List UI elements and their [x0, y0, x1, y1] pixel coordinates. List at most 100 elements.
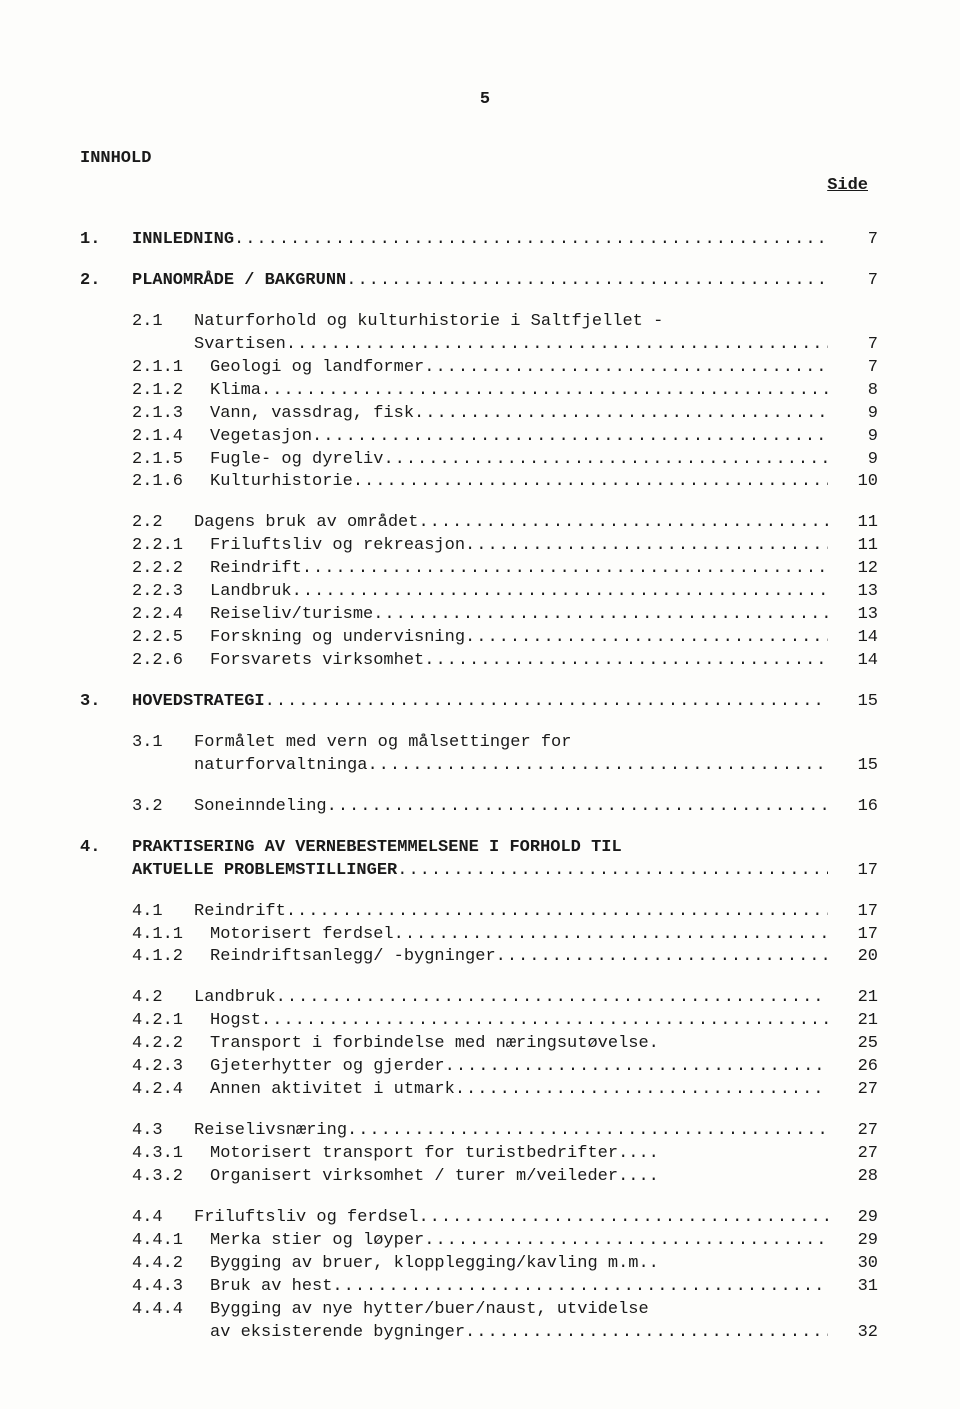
toc-number: 3.1	[132, 732, 194, 755]
toc-row: 2.2.1Friluftsliv og rekreasjon11	[80, 535, 890, 558]
toc-page: 16	[828, 796, 890, 819]
toc-number: 4.2.1	[132, 1010, 210, 1033]
toc-label: Motorisert ferdsel	[210, 924, 394, 947]
toc-row: 2.2Dagens bruk av området11	[80, 512, 890, 535]
toc-row: 4.4.3Bruk av hest31	[80, 1276, 890, 1299]
toc-page: 11	[828, 512, 890, 535]
toc-label: Landbruk	[194, 987, 276, 1010]
toc-row: Svartisen7	[80, 334, 890, 357]
toc-row: 4.1.2Reindriftsanlegg/ -bygninger 20	[80, 946, 890, 969]
toc-label: Klima	[210, 380, 261, 403]
toc-dots	[367, 755, 828, 778]
toc-dots	[424, 1230, 828, 1253]
toc-label: Reindrift	[194, 901, 286, 924]
toc-label: Motorisert transport for turistbedrifter…	[210, 1143, 659, 1166]
toc-label: Landbruk	[210, 581, 292, 604]
toc-number: 2.2.1	[132, 535, 210, 558]
toc-row: 2.1.6Kulturhistorie10	[80, 471, 890, 494]
toc-label: Vegetasjon	[210, 426, 312, 449]
toc-page: 12	[828, 558, 890, 581]
toc-page: 27	[828, 1120, 890, 1143]
toc-dots	[312, 426, 828, 449]
toc-label: HOVEDSTRATEGI	[132, 691, 265, 714]
toc-number: 4.3.1	[132, 1143, 210, 1166]
toc-number: 4.4.2	[132, 1253, 210, 1276]
toc-number: 2.2.4	[132, 604, 210, 627]
toc-list: 1.INNLEDNING72.PLANOMRÅDE / BAKGRUNN72.1…	[80, 229, 890, 1345]
toc-label: av eksisterende bygninger	[210, 1322, 465, 1345]
document-page: 5 INNHOLD Side 1.INNLEDNING72.PLANOMRÅDE…	[0, 0, 960, 1405]
toc-page: 26	[828, 1056, 890, 1079]
toc-row: 2.PLANOMRÅDE / BAKGRUNN7	[80, 270, 890, 293]
toc-page: 31	[828, 1276, 890, 1299]
toc-label: Formålet med vern og målsettinger for	[194, 732, 571, 755]
toc-row: 4.4.1Merka stier og løyper29	[80, 1230, 890, 1253]
toc-page: 28	[828, 1166, 890, 1189]
toc-number: 4.4.4	[132, 1299, 210, 1322]
toc-label: Kulturhistorie	[210, 471, 353, 494]
toc-number: 4.1	[132, 901, 194, 924]
toc-dots	[373, 604, 828, 627]
toc-row: 1.INNLEDNING7	[80, 229, 890, 252]
toc-label: Fugle- og dyreliv	[210, 449, 383, 472]
toc-page: 13	[828, 581, 890, 604]
toc-label: Forsvarets virksomhet	[210, 650, 424, 673]
toc-row: 4.4.2Bygging av bruer, klopplegging/kavl…	[80, 1253, 890, 1276]
toc-dots	[265, 691, 828, 714]
toc-dots	[445, 1056, 828, 1079]
toc-dots	[383, 449, 828, 472]
toc-dots	[465, 535, 828, 558]
toc-dots	[418, 1207, 828, 1230]
toc-dots	[465, 1322, 828, 1345]
toc-label: Organisert virksomhet / turer m/veileder…	[210, 1166, 659, 1189]
toc-row: 4.2.4Annen aktivitet i utmark27	[80, 1079, 890, 1102]
toc-label: Reindriftsanlegg/ -bygninger	[210, 946, 496, 969]
toc-number: 4.4.1	[132, 1230, 210, 1253]
toc-row: 4.1.1Motorisert ferdsel17	[80, 924, 890, 947]
toc-row: 3.1Formålet med vern og målsettinger for	[80, 732, 890, 755]
toc-number: 2.1.5	[132, 449, 210, 472]
toc-page: 30	[828, 1253, 890, 1276]
toc-row: 4.3.1Motorisert transport for turistbedr…	[80, 1143, 890, 1166]
toc-page: 21	[828, 987, 890, 1010]
toc-dots	[276, 987, 828, 1010]
toc-page: 7	[828, 270, 890, 293]
toc-page: 27	[828, 1079, 890, 1102]
toc-row: 4.3Reiselivsnæring27	[80, 1120, 890, 1143]
toc-row: 2.1.5Fugle- og dyreliv 9	[80, 449, 890, 472]
toc-dots	[424, 650, 828, 673]
toc-dots	[302, 558, 828, 581]
side-header: Side	[80, 176, 890, 195]
toc-label: Transport i forbindelse med næringsutøve…	[210, 1033, 659, 1056]
toc-label: Naturforhold og kulturhistorie i Saltfje…	[194, 311, 663, 334]
toc-number: 4.1.2	[132, 946, 210, 969]
toc-label: Annen aktivitet i utmark	[210, 1079, 455, 1102]
toc-dots	[496, 946, 828, 969]
toc-label: Merka stier og løyper	[210, 1230, 424, 1253]
toc-dots	[418, 512, 828, 535]
toc-row: 2.2.4Reiseliv/turisme13	[80, 604, 890, 627]
toc-page: 32	[828, 1322, 890, 1345]
toc-number: 4.4	[132, 1207, 194, 1230]
toc-page: 9	[828, 426, 890, 449]
toc-number: 2.1.1	[132, 357, 210, 380]
toc-page: 21	[828, 1010, 890, 1033]
toc-number: 4.3	[132, 1120, 194, 1143]
toc-dots	[332, 1276, 828, 1299]
toc-label: Soneinndeling	[194, 796, 327, 819]
toc-row: 2.1.1Geologi og landformer7	[80, 357, 890, 380]
toc-label: PRAKTISERING AV VERNEBESTEMMELSENE I FOR…	[132, 837, 622, 860]
toc-number: 2.2.2	[132, 558, 210, 581]
toc-page: 20	[828, 946, 890, 969]
toc-number: 3.2	[132, 796, 194, 819]
toc-label: Hogst	[210, 1010, 261, 1033]
toc-row: 2.2.5Forskning og undervisning14	[80, 627, 890, 650]
toc-page: 29	[828, 1207, 890, 1230]
toc-page: 9	[828, 449, 890, 472]
toc-number: 2.2	[132, 512, 194, 535]
toc-number: 2.2.6	[132, 650, 210, 673]
toc-number: 4.2	[132, 987, 194, 1010]
toc-dots	[414, 403, 828, 426]
toc-row: 2.1Naturforhold og kulturhistorie i Salt…	[80, 311, 890, 334]
toc-number: 2.	[80, 270, 132, 293]
